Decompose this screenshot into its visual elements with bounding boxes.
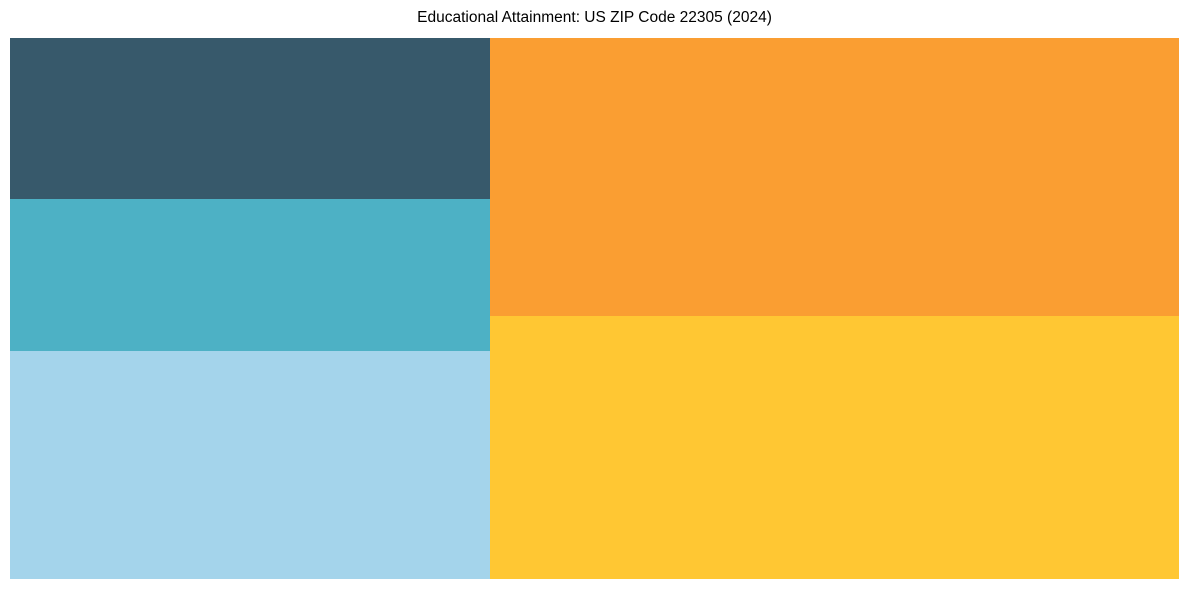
treemap-segment-right-top[interactable] <box>490 38 1179 317</box>
treemap-segment-right-bottom[interactable] <box>490 316 1179 579</box>
treemap <box>10 38 1179 579</box>
treemap-column-left <box>10 38 491 579</box>
chart-title: Educational Attainment: US ZIP Code 2230… <box>417 9 772 26</box>
treemap-segment-left-bottom[interactable] <box>10 351 491 579</box>
treemap-segment-left-top[interactable] <box>10 38 491 200</box>
treemap-column-right <box>490 38 1179 579</box>
treemap-segment-left-middle[interactable] <box>10 199 491 352</box>
